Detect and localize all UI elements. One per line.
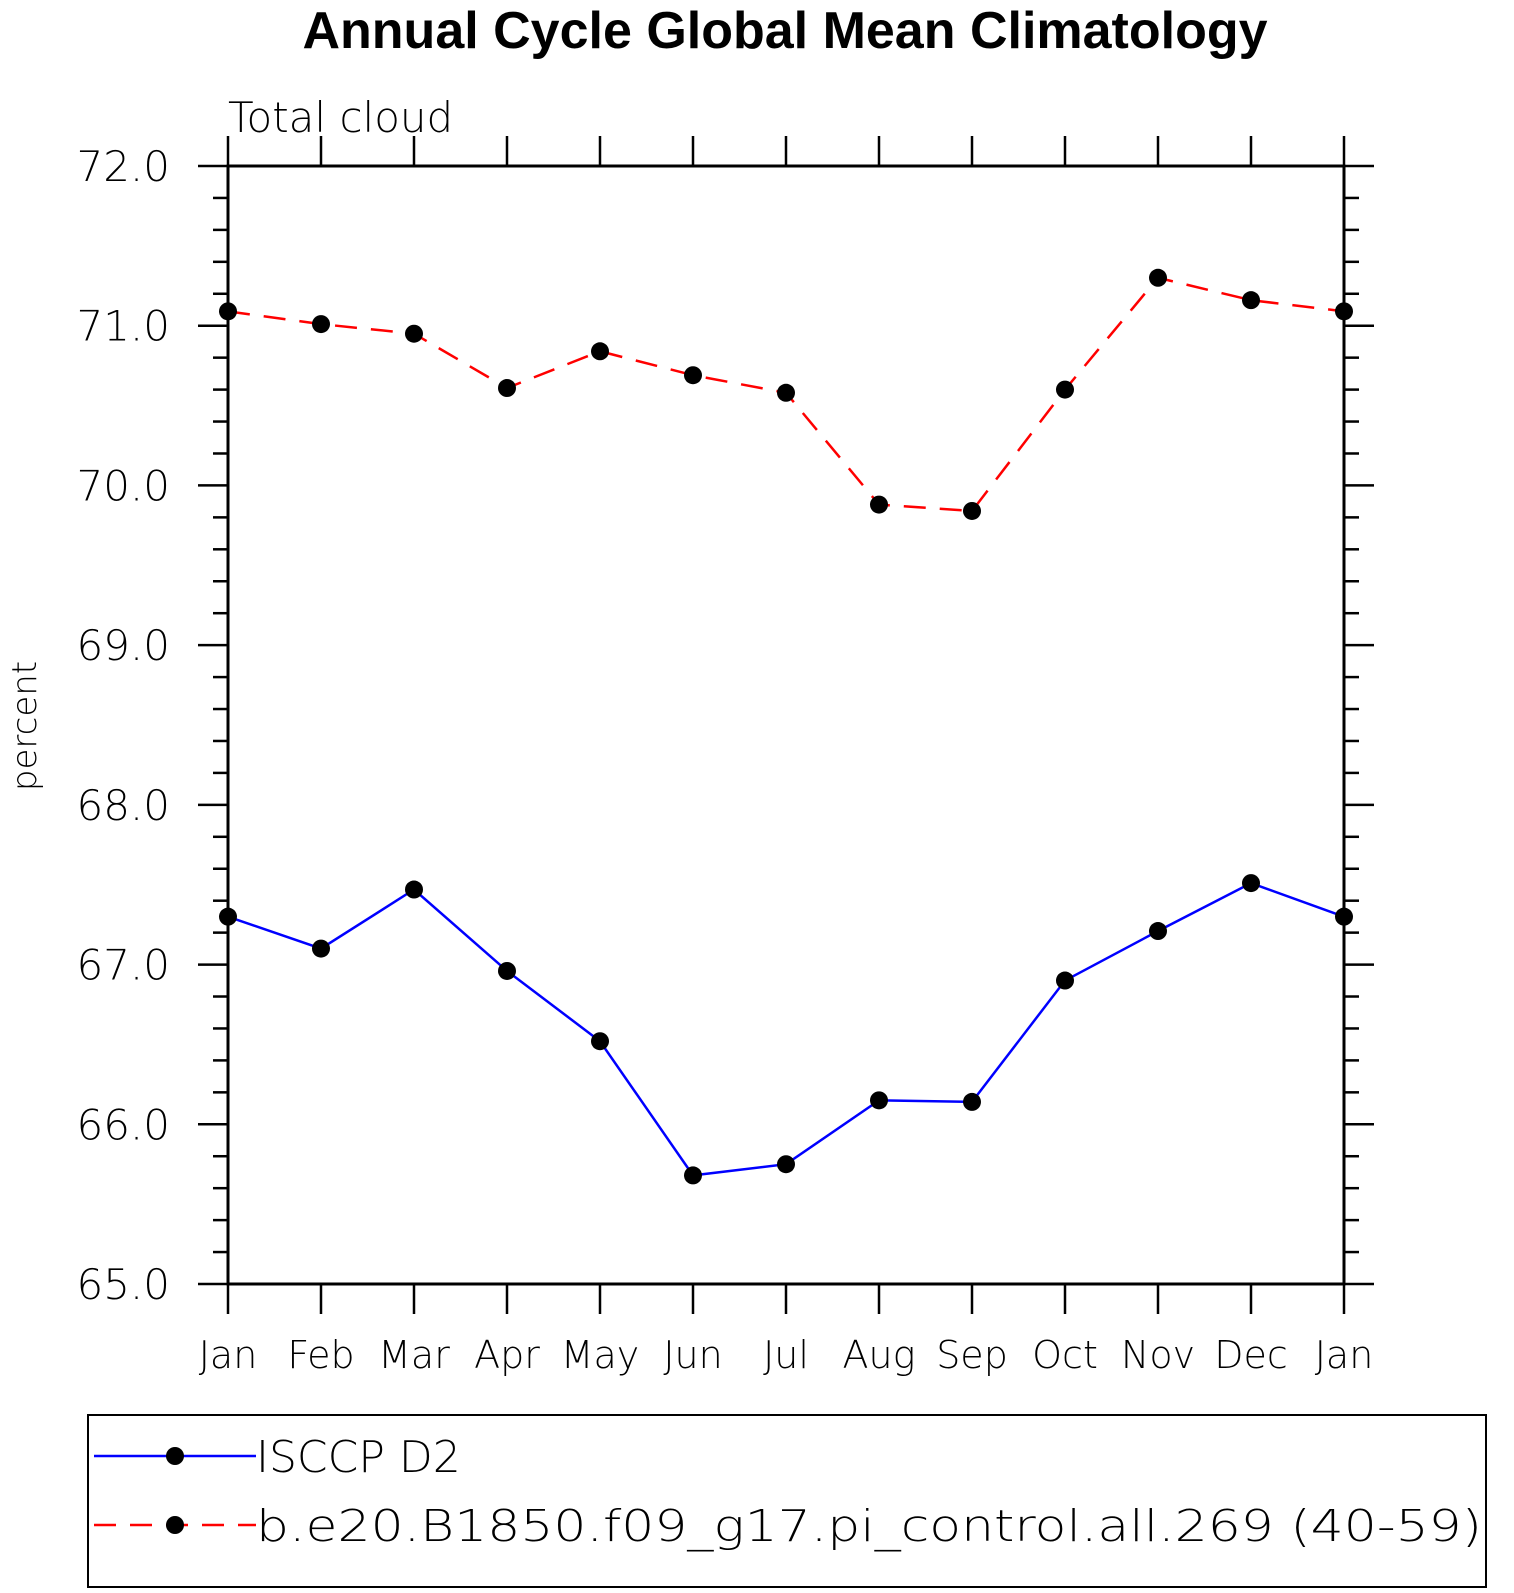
series-1-point: [963, 501, 981, 520]
x-tick-label: Apr: [474, 1333, 540, 1377]
x-tick-label: Nov: [1121, 1333, 1195, 1377]
y-tick-label: 67.0: [76, 941, 170, 990]
series-1-point: [1242, 291, 1260, 310]
y-tick-label: 66.0: [76, 1100, 170, 1149]
series-0-point: [1149, 922, 1167, 941]
series-0-point: [1056, 971, 1074, 990]
x-tick-label: Jan: [199, 1333, 258, 1377]
series-1-point: [1149, 268, 1167, 287]
legend-label-model: b.e20.B1850.f09_g17.pi_control.all.269 (…: [256, 1501, 1482, 1552]
y-tick-label: 71.0: [76, 302, 170, 351]
series-0-point: [312, 939, 330, 958]
x-tick-label: Jun: [663, 1333, 722, 1377]
legend-label-isccp: ISCCP D2: [256, 1432, 461, 1483]
x-tick-label: Jan: [1315, 1333, 1374, 1377]
series-1-point: [684, 366, 702, 385]
series-1-point: [777, 383, 795, 402]
legend-marker-isccp: [166, 1447, 184, 1465]
series-0-point: [498, 961, 516, 980]
series-1-point: [1335, 302, 1353, 321]
chart-title: Annual Cycle Global Mean Climatology: [302, 2, 1267, 60]
series-0-point: [963, 1092, 981, 1111]
y-tick-label: 68.0: [76, 781, 170, 830]
legend: ISCCP D2 b.e20.B1850.f09_g17.pi_control.…: [87, 1414, 1487, 1588]
y-tick-label: 65.0: [76, 1260, 170, 1309]
legend-marker-model: [166, 1516, 184, 1534]
plot-area: [219, 268, 1353, 1185]
x-tick-label: Oct: [1032, 1333, 1098, 1377]
series-1-point: [405, 324, 423, 343]
y-axis-label: percent: [5, 661, 45, 791]
series-1-point: [312, 315, 330, 334]
chart-subtitle: Total cloud: [228, 93, 453, 142]
series-1-point: [870, 495, 888, 514]
x-tick-label: May: [561, 1333, 640, 1377]
x-tick-label: Mar: [378, 1333, 450, 1377]
y-tick-label: 69.0: [76, 621, 170, 670]
series-0-point: [591, 1032, 609, 1051]
series-0-point: [1242, 874, 1260, 893]
y-tick-label: 72.0: [76, 142, 170, 191]
series-0-point: [405, 880, 423, 899]
x-tick-label: Sep: [936, 1333, 1008, 1377]
plot-frame: [226, 164, 1346, 1286]
axes: 65.0 66.0 67.0 68.0 69.0 70.0 71.0 72.0 Jan Feb Ma…: [76, 136, 1374, 1377]
series-1-point: [1056, 380, 1074, 399]
legend-box: [87, 1414, 1487, 1588]
series-0-point: [684, 1166, 702, 1185]
x-tick-label: Jul: [763, 1333, 809, 1377]
series-1-point: [591, 342, 609, 361]
series-0-point: [870, 1091, 888, 1110]
series-1-point: [219, 302, 237, 321]
series-1-point: [498, 379, 516, 398]
x-tick-label: Aug: [843, 1333, 916, 1377]
x-tick-label: Feb: [287, 1333, 354, 1377]
series-0-point: [777, 1155, 795, 1174]
x-tick-label: Dec: [1214, 1333, 1288, 1377]
series-0-point: [219, 907, 237, 926]
series-0-point: [1335, 907, 1353, 926]
y-tick-label: 70.0: [76, 461, 170, 510]
series-line-0: [227, 881, 1345, 1177]
